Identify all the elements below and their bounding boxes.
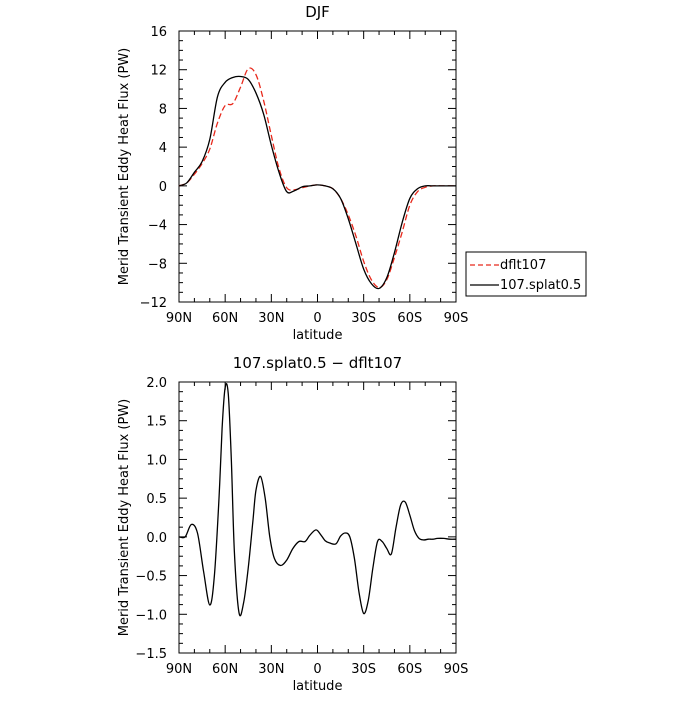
legend-box <box>465 251 587 297</box>
y-tick-label: 0.0 <box>146 531 167 546</box>
x-tick-label: 30N <box>258 311 284 326</box>
y-tick-label: −12 <box>140 296 167 311</box>
chart-title: DJF <box>305 3 330 21</box>
series-line-1 <box>178 383 457 617</box>
y-tick-label: 12 <box>150 64 167 79</box>
x-tick-label: 60N <box>212 662 238 677</box>
y-tick-label: −0.5 <box>135 570 167 585</box>
x-tick-label: 90N <box>166 662 192 677</box>
x-tick-label: 90N <box>166 311 192 326</box>
legend-label: 107.splat0.5 <box>500 278 581 293</box>
x-tick-label: 0 <box>313 662 321 677</box>
x-tick-label: 60N <box>212 311 238 326</box>
y-tick-label: 4 <box>159 141 167 156</box>
y-tick-label: −8 <box>148 257 167 272</box>
x-tick-label: 90S <box>444 662 469 677</box>
x-tick-label: 30S <box>351 662 376 677</box>
y-tick-label: 0 <box>159 180 167 195</box>
x-tick-label: 30S <box>351 311 376 326</box>
plot-frame <box>178 30 457 303</box>
y-axis-title: Merid Transient Eddy Heat Flux (PW) <box>117 399 132 637</box>
y-tick-label: 8 <box>159 102 167 117</box>
y-tick-label: 1.0 <box>146 453 167 468</box>
chart-panel-1: 90N 60N 30N 0 30S 60S 90S −12 −8 −4 0 4 8 12 16 DJF lati… <box>117 3 587 343</box>
legend-label: dflt107 <box>500 258 546 273</box>
x-axis-title: latitude <box>293 328 343 343</box>
y-tick-label: 16 <box>150 25 167 40</box>
y-tick-label: −4 <box>148 219 167 234</box>
legend: dflt107 107.splat0.5 <box>465 251 587 297</box>
x-tick-label: 90S <box>444 311 469 326</box>
x-tick-label: 60S <box>397 662 422 677</box>
series-line-dflt107 <box>178 67 456 289</box>
x-tick-label: 60S <box>397 311 422 326</box>
x-tick-label: 0 <box>313 311 321 326</box>
y-tick-label: −1.5 <box>135 647 167 662</box>
y-axis-title: Merid Transient Eddy Heat Flux (PW) <box>117 48 132 286</box>
y-tick-label: 1.5 <box>146 415 167 430</box>
plot-frame <box>178 381 457 654</box>
chart-title: 107.splat0.5 − dflt107 <box>233 354 402 372</box>
chart-panel-2: 90N 60N 30N 0 30S 60S 90S −1.5 −1.0 −0.5 0.0 0.5 1.0… <box>117 354 468 694</box>
y-tick-label: 0.5 <box>146 492 167 507</box>
y-tick-label: 2.0 <box>146 376 167 391</box>
x-axis-title: latitude <box>293 679 343 694</box>
x-tick-label: 30N <box>258 662 284 677</box>
y-tick-label: −1.0 <box>135 608 167 623</box>
series-line-107-splat0-5 <box>178 75 456 290</box>
